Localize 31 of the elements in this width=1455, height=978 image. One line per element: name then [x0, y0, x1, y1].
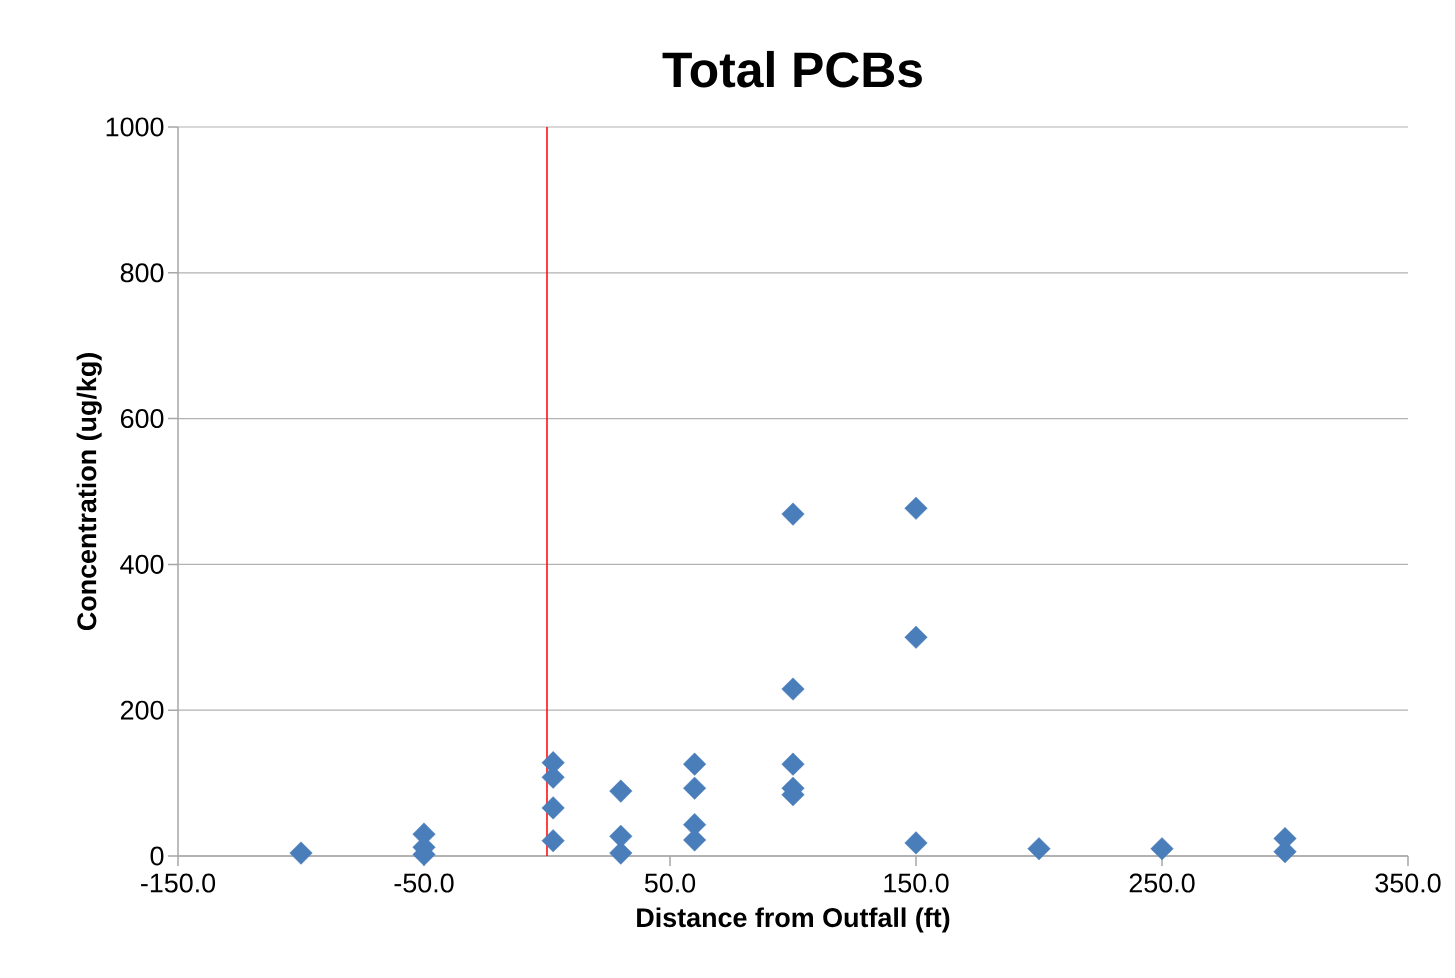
point: [904, 831, 928, 855]
point: [609, 841, 633, 865]
point: [781, 752, 805, 776]
point: [781, 677, 805, 701]
y-tick-label: 200: [120, 700, 164, 720]
point: [541, 796, 565, 820]
point: [1150, 837, 1174, 861]
y-tick-label: 0: [150, 846, 164, 866]
x-tick-label: 350.0: [1375, 873, 1441, 893]
y-tick-label: 400: [120, 554, 164, 574]
y-axis-title: Concentration (ug/kg): [76, 353, 102, 631]
point: [541, 829, 565, 853]
y-tick-label: 800: [120, 263, 164, 283]
point: [904, 625, 928, 649]
point: [609, 779, 633, 803]
point: [1027, 837, 1051, 861]
x-tick-label: -150.0: [141, 873, 216, 893]
point: [781, 502, 805, 526]
y-tick-label: 1000: [106, 117, 164, 137]
point: [683, 776, 707, 800]
point: [609, 824, 633, 848]
point: [904, 496, 928, 520]
chart-title: Total PCBs: [662, 50, 922, 88]
x-axis-title: Distance from Outfall (ft): [637, 907, 950, 933]
point: [289, 841, 313, 865]
x-tick-label: 150.0: [884, 873, 949, 893]
y-tick-label: 600: [120, 409, 164, 429]
x-tick-label: -50.0: [394, 873, 454, 893]
point: [683, 752, 707, 776]
x-tick-label: 250.0: [1129, 873, 1195, 893]
x-tick-label: 50.0: [644, 873, 696, 893]
